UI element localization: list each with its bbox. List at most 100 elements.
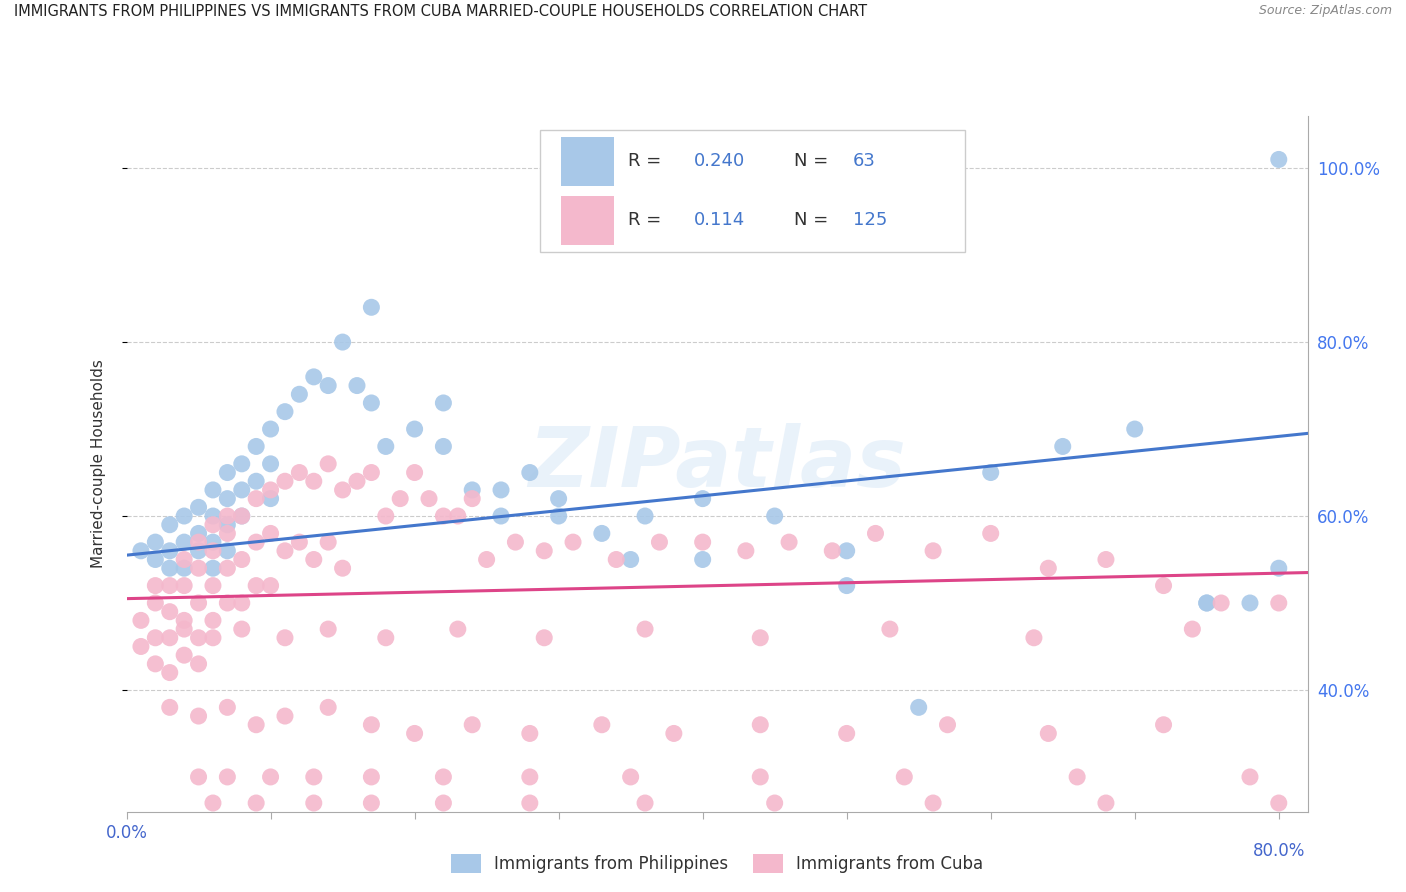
Point (519, 726, 541, 740)
Point (187, 535, 209, 549)
Point (201, 508, 224, 523)
Text: R =: R = (628, 153, 668, 170)
Point (1268, 596, 1291, 610)
Point (143, 535, 166, 549)
Point (461, 491, 484, 506)
Point (591, 717, 613, 731)
Point (143, 578, 166, 592)
Point (173, 552, 195, 566)
Text: Source: ZipAtlas.com: Source: ZipAtlas.com (1258, 4, 1392, 18)
Point (620, 552, 643, 566)
Point (634, 508, 657, 523)
Point (634, 796, 657, 810)
Point (143, 657, 166, 671)
Point (302, 369, 325, 384)
Point (533, 631, 555, 645)
Point (274, 474, 297, 488)
Point (159, 700, 181, 714)
Point (432, 770, 454, 784)
Y-axis label: Married-couple Households: Married-couple Households (91, 359, 105, 568)
Point (461, 483, 484, 497)
Legend: Immigrants from Philippines, Immigrants from Cuba: Immigrants from Philippines, Immigrants … (450, 854, 984, 873)
Point (217, 526, 239, 541)
Point (835, 543, 858, 558)
Point (1268, 153, 1291, 167)
Point (346, 378, 368, 392)
Point (734, 543, 756, 558)
Point (201, 535, 224, 549)
Text: 63: 63 (853, 153, 876, 170)
Point (173, 648, 195, 662)
Point (245, 439, 267, 453)
Point (1195, 596, 1218, 610)
Point (332, 334, 354, 349)
Point (302, 552, 325, 566)
Point (605, 552, 627, 566)
Point (259, 457, 281, 471)
Point (274, 709, 297, 723)
Point (316, 457, 339, 471)
Point (173, 508, 195, 523)
Point (187, 596, 209, 610)
Point (159, 631, 181, 645)
Point (547, 508, 569, 523)
Point (1153, 578, 1175, 592)
Point (418, 491, 440, 506)
Point (1268, 561, 1291, 575)
Point (1268, 796, 1291, 810)
Point (259, 491, 281, 506)
Point (374, 508, 396, 523)
Point (316, 700, 339, 714)
Point (1095, 796, 1118, 810)
Point (316, 622, 339, 636)
Point (1022, 631, 1045, 645)
Point (201, 561, 224, 575)
Point (692, 535, 714, 549)
Point (231, 552, 253, 566)
Point (159, 578, 181, 592)
Point (374, 631, 396, 645)
Point (620, 770, 643, 784)
Point (217, 596, 239, 610)
Bar (561, 196, 614, 244)
Point (173, 622, 195, 636)
Point (374, 439, 396, 453)
Point (332, 561, 354, 575)
Point (217, 517, 239, 532)
Point (187, 500, 209, 515)
Point (187, 543, 209, 558)
Point (274, 543, 297, 558)
Point (332, 483, 354, 497)
Point (432, 508, 454, 523)
Point (173, 535, 195, 549)
Point (648, 535, 671, 549)
Point (360, 466, 382, 480)
Point (288, 466, 311, 480)
Point (173, 561, 195, 575)
Point (288, 387, 311, 401)
Point (231, 596, 253, 610)
Point (519, 770, 541, 784)
Point (1123, 422, 1146, 436)
Point (763, 508, 786, 523)
Point (1195, 596, 1218, 610)
Point (259, 422, 281, 436)
Point (259, 578, 281, 592)
Point (173, 614, 195, 628)
Point (360, 396, 382, 410)
Point (591, 526, 613, 541)
Point (187, 709, 209, 723)
Point (749, 631, 772, 645)
Point (346, 474, 368, 488)
Point (821, 543, 844, 558)
Point (893, 770, 915, 784)
Text: 0.114: 0.114 (693, 211, 745, 229)
Point (187, 526, 209, 541)
Point (865, 526, 887, 541)
Point (922, 796, 945, 810)
Point (1211, 596, 1233, 610)
Text: 125: 125 (853, 211, 887, 229)
Point (245, 474, 267, 488)
Point (447, 508, 470, 523)
Point (159, 543, 181, 558)
